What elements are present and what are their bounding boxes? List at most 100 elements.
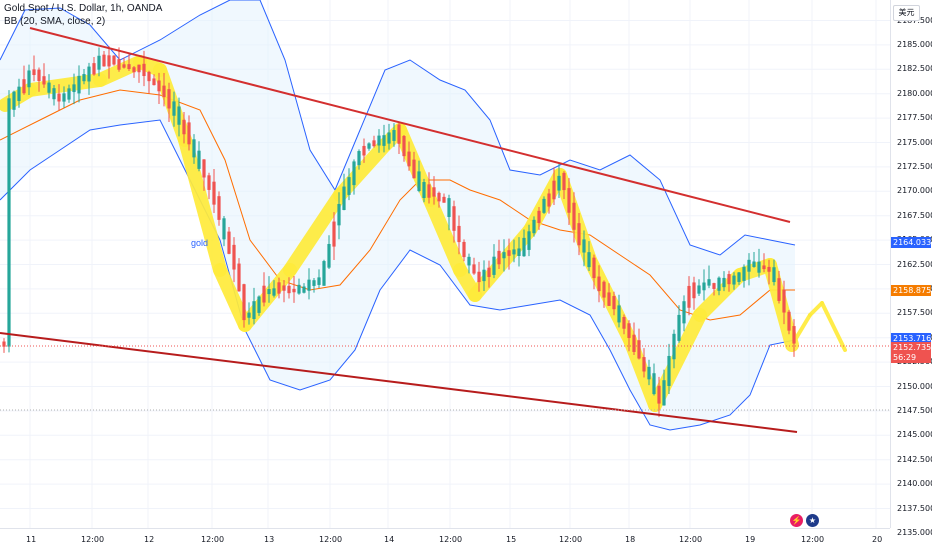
candle — [582, 230, 586, 267]
candle — [377, 129, 381, 153]
candle — [567, 178, 571, 225]
candle — [167, 82, 171, 123]
arrow-segment — [423, 193, 467, 277]
upper-trendline[interactable] — [29, 27, 791, 223]
bollinger-upper-band — [0, 0, 796, 256]
candle — [82, 69, 86, 85]
us-flag-event-icon[interactable]: ★ — [806, 514, 819, 527]
candle — [67, 84, 71, 103]
candle — [147, 70, 151, 94]
candle — [207, 172, 211, 200]
candle — [137, 64, 141, 83]
candle — [467, 253, 471, 274]
candle — [507, 238, 511, 270]
candle — [422, 178, 426, 203]
candle — [202, 159, 206, 191]
candle — [497, 239, 501, 270]
candle — [332, 212, 336, 261]
chart-pane[interactable]: Gold Spot / U.S. Dollar, 1h, OANDA BB (2… — [0, 0, 890, 528]
candle — [317, 269, 321, 288]
candle — [42, 63, 46, 88]
candle — [747, 253, 751, 286]
candle — [287, 277, 291, 299]
candle — [477, 261, 481, 292]
candle — [662, 369, 666, 406]
bar-countdown-tag: 56:29 — [891, 352, 931, 363]
candle — [62, 86, 66, 108]
candle — [522, 229, 526, 257]
indicator-legend[interactable]: BB (20, SMA, close, 2) — [4, 16, 106, 27]
candle — [647, 359, 651, 386]
candle — [597, 265, 601, 303]
candle — [367, 142, 371, 151]
candle — [337, 192, 341, 240]
candle — [132, 66, 136, 78]
candle — [17, 78, 21, 108]
candle — [692, 276, 696, 310]
time-tick-label: 12:00 — [319, 535, 343, 544]
time-tick-label: 12:00 — [81, 535, 105, 544]
candle — [787, 309, 791, 335]
candle — [412, 151, 416, 179]
price-tick-label: 2175.000 — [897, 137, 932, 147]
candle — [572, 192, 576, 243]
candle — [652, 363, 656, 396]
candle — [447, 194, 451, 231]
bollinger-lower-band — [0, 119, 796, 431]
candle — [752, 252, 756, 268]
candle — [442, 193, 446, 203]
candle — [277, 277, 281, 299]
time-tick-label: 12:00 — [679, 535, 703, 544]
candle — [12, 90, 16, 117]
gold-text-annotation[interactable]: gold — [191, 238, 209, 248]
time-tick-label: 19 — [745, 535, 756, 544]
price-tick-label: 2145.000 — [897, 430, 932, 440]
candle — [192, 134, 196, 164]
candle — [197, 141, 201, 172]
candle — [162, 73, 166, 107]
candle — [682, 295, 686, 332]
price-tick-label: 2162.500 — [897, 259, 932, 269]
candle — [792, 319, 796, 357]
time-tick-label: 15 — [506, 535, 517, 544]
candle — [222, 216, 226, 247]
candle — [152, 74, 156, 86]
candle — [227, 226, 231, 255]
candle — [547, 188, 551, 214]
price-tick-label: 2172.500 — [897, 161, 932, 171]
price-axis[interactable]: 2187.5002185.0002182.5002180.0002177.500… — [890, 0, 932, 537]
candle — [727, 270, 731, 292]
time-tick-label: 12:00 — [801, 535, 825, 544]
candle — [397, 121, 401, 154]
flash-event-icon[interactable]: ⚡ — [790, 514, 803, 527]
candle — [382, 124, 386, 153]
candle — [102, 50, 106, 67]
candle — [27, 64, 31, 95]
candle — [512, 239, 516, 263]
candle — [307, 268, 311, 300]
candle — [552, 167, 556, 205]
candle — [437, 191, 441, 208]
candle — [642, 348, 646, 378]
currency-button[interactable]: 美元 — [893, 5, 920, 21]
upper-band-tag: 2164.033 — [891, 237, 932, 248]
price-chart[interactable] — [0, 0, 890, 528]
candle — [702, 269, 706, 301]
candle — [352, 159, 356, 195]
price-tick-label: 2182.500 — [897, 64, 932, 74]
candle — [182, 112, 186, 144]
candle — [327, 235, 331, 270]
time-tick-label: 14 — [384, 535, 395, 544]
last-price-tag: 2152.735 — [891, 342, 932, 353]
candle — [697, 279, 701, 297]
candle — [7, 90, 11, 353]
candle — [557, 163, 561, 198]
candle — [612, 291, 616, 316]
lower-trendline[interactable] — [0, 332, 798, 433]
candle — [762, 253, 766, 273]
candle — [242, 283, 246, 328]
time-axis[interactable]: 11 12:00 12 12:00 13 12:00 14 12:00 15 12:00 18 12:… — [0, 528, 890, 551]
price-tick-label: 2170.000 — [897, 186, 932, 196]
candle — [402, 135, 406, 162]
candle — [347, 168, 351, 201]
